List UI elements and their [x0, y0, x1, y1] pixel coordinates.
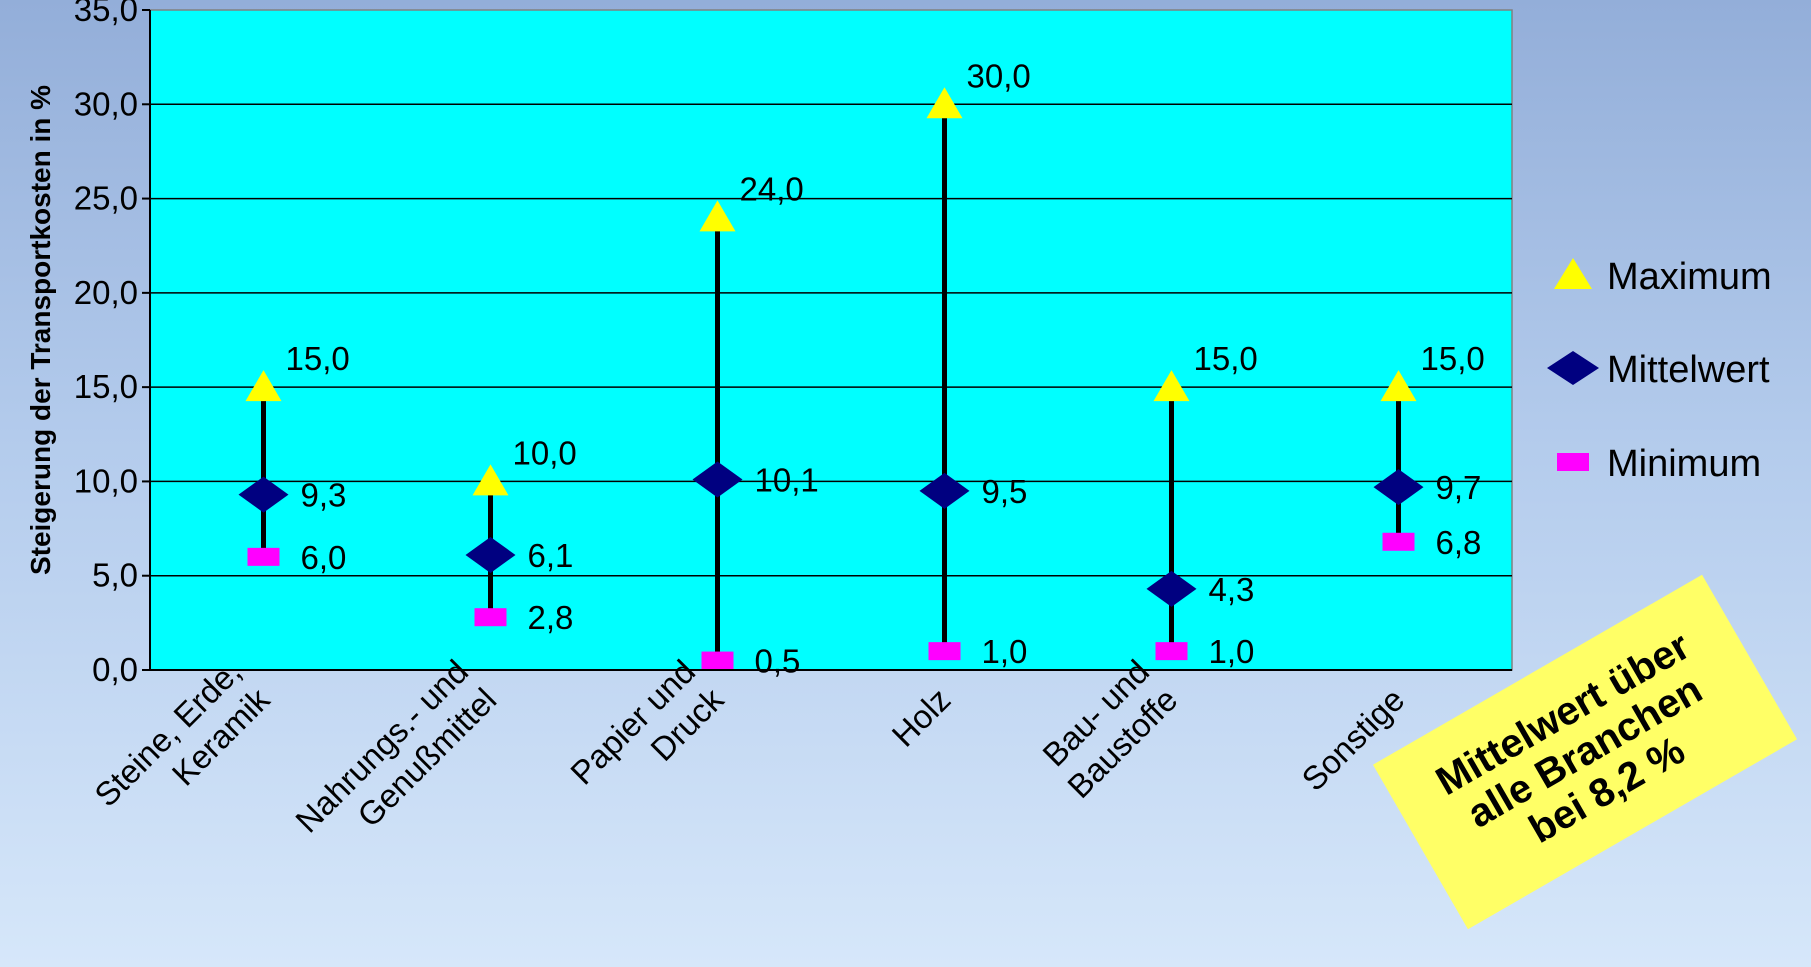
mittelwert-label: 10,1	[755, 462, 819, 499]
category-label: Papier undDruck	[563, 652, 731, 820]
category-label: Nahrungs.- undGenußmittel	[288, 653, 503, 868]
mittelwert-marker	[465, 536, 516, 573]
minimum-label: 1,0	[1209, 633, 1255, 670]
minimum-marker	[474, 608, 507, 627]
maximum-marker	[245, 370, 282, 402]
y-tick-label: 30,0	[74, 85, 138, 122]
plot-area	[149, 9, 1513, 671]
minimum-marker	[247, 547, 280, 566]
maximum-marker	[699, 200, 736, 232]
x-axis-categories: Steine, Erde,Keramik Nahrungs.- undGenußm…	[87, 652, 1411, 868]
minimum-label: 1,0	[982, 633, 1028, 670]
y-axis-label: Steigerung der Transportkosten in %	[25, 85, 56, 575]
mittelwert-label: 9,5	[982, 473, 1028, 510]
maximum-marker	[472, 464, 509, 496]
minimum-label: 0,5	[755, 643, 801, 680]
mittelwert-label: 9,3	[301, 477, 347, 514]
maximum-label: 15,0	[1421, 340, 1485, 377]
category-label: Holz	[885, 681, 958, 754]
minimum-marker	[701, 651, 734, 670]
maximum-label: 24,0	[740, 170, 804, 207]
mittelwert-label: 6,1	[528, 537, 574, 574]
plot-background	[149, 9, 1513, 671]
mittelwert-marker	[692, 461, 743, 498]
y-tick-label: 25,0	[74, 180, 138, 217]
chart-marks: 6,0 9,3 15,0 2,8 6,1 10,0 0,5 10,1 24,0 1,0 9,5 30,…	[238, 57, 1485, 680]
mittelwert-label: 4,3	[1209, 571, 1255, 608]
legend-label: Minimum	[1607, 443, 1761, 485]
minimum-label: 2,8	[528, 599, 574, 636]
minimum-marker	[1155, 642, 1188, 661]
legend-maximum-icon	[1554, 258, 1592, 289]
y-tick-label: 0,0	[92, 651, 138, 688]
y-tick-label: 10,0	[74, 462, 138, 499]
mittelwert-marker	[1146, 570, 1197, 607]
maximum-marker	[926, 87, 963, 119]
maximum-label: 15,0	[1194, 340, 1258, 377]
legend-label: Mittelwert	[1607, 349, 1770, 391]
minimum-marker	[1382, 532, 1415, 551]
mittelwert-label: 9,7	[1436, 469, 1482, 506]
category-label-line: Holz	[885, 681, 958, 754]
legend: Maximum Mittelwert Minimum	[1547, 256, 1772, 485]
maximum-marker	[1153, 370, 1190, 402]
legend-minimum-icon	[1557, 453, 1589, 471]
y-tick-label: 15,0	[74, 368, 138, 405]
y-tick-label: 35,0	[74, 0, 138, 28]
maximum-label: 30,0	[967, 57, 1031, 94]
minimum-label: 6,8	[1436, 524, 1482, 561]
maximum-label: 10,0	[513, 434, 577, 471]
y-tick-label: 20,0	[74, 274, 138, 311]
y-tick-label: 5,0	[92, 557, 138, 594]
maximum-marker	[1380, 370, 1417, 402]
minimum-label: 6,0	[301, 539, 347, 576]
y-axis: 0,0 5,0 10,0 15,0 20,0 25,0 30,0 35,0	[74, 0, 1512, 688]
minimum-marker	[928, 642, 961, 661]
legend-label: Maximum	[1607, 256, 1772, 298]
legend-mittelwert-icon	[1547, 351, 1599, 385]
category-label: Bau- undBaustoffe	[1032, 653, 1185, 806]
mittelwert-marker	[1373, 469, 1424, 506]
mittelwert-marker	[919, 472, 970, 509]
mittelwert-marker	[238, 476, 289, 513]
maximum-label: 15,0	[286, 340, 350, 377]
